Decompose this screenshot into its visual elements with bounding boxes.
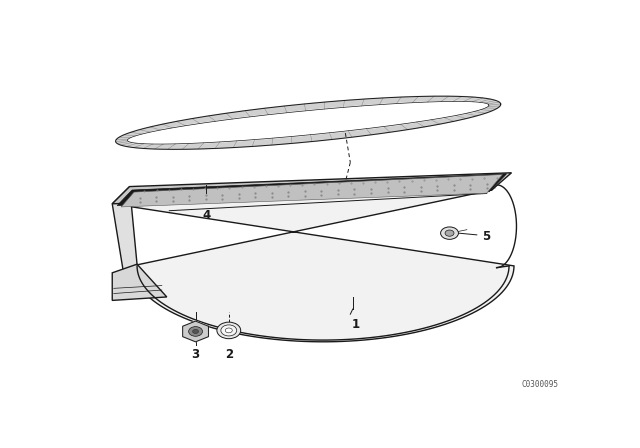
Text: 2: 2 <box>225 348 233 361</box>
Circle shape <box>189 327 202 336</box>
Text: 3: 3 <box>191 348 200 361</box>
Circle shape <box>225 328 232 333</box>
Polygon shape <box>182 321 209 342</box>
Circle shape <box>440 227 458 239</box>
Circle shape <box>217 322 241 339</box>
Text: 5: 5 <box>482 230 490 243</box>
Circle shape <box>445 230 454 236</box>
Text: C0300095: C0300095 <box>522 380 559 389</box>
Polygon shape <box>127 101 489 144</box>
Circle shape <box>193 329 198 333</box>
Polygon shape <box>112 186 137 280</box>
Circle shape <box>221 325 237 336</box>
Polygon shape <box>116 96 500 149</box>
Polygon shape <box>112 190 514 342</box>
Polygon shape <box>117 174 507 206</box>
Polygon shape <box>121 174 502 207</box>
Text: 4: 4 <box>202 209 211 222</box>
Polygon shape <box>112 173 511 204</box>
Polygon shape <box>112 264 167 301</box>
Text: 1: 1 <box>351 318 359 331</box>
